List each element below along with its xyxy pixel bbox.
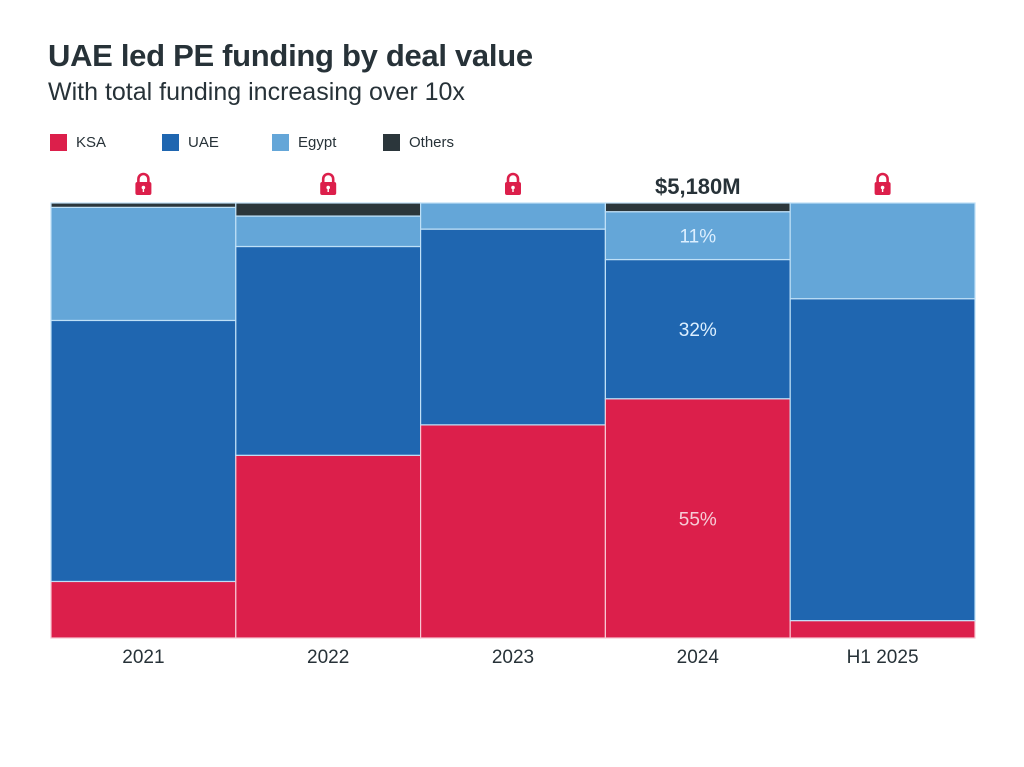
bar-segment-egypt-2023: [420, 202, 607, 230]
lock-icon[interactable]: [135, 172, 152, 195]
legend-item-uae: UAE: [162, 134, 272, 151]
x-tick-label: 2024: [677, 647, 720, 668]
data-label: 55%: [679, 509, 717, 530]
bar-segment-others-2024: [604, 202, 791, 213]
lock-keyhole: [880, 185, 885, 190]
bar-segment-others-2021: [50, 202, 237, 208]
chart-title: UAE led PE funding by deal value: [48, 38, 533, 73]
legend-item-egypt: Egypt: [272, 134, 383, 151]
legend-label: Egypt: [298, 134, 337, 151]
lock-keyhole: [511, 185, 515, 190]
x-tick-label: 2021: [122, 647, 164, 668]
legend-label: KSA: [76, 134, 107, 151]
x-tick-label: 2022: [307, 647, 349, 668]
legend-item-ksa: KSA: [50, 134, 162, 151]
legend-swatch-egypt: [272, 134, 289, 151]
bar-segment-egypt-h1-2025: [789, 202, 976, 300]
bar-segment-uae-2021: [50, 319, 237, 583]
x-tick-label: 2023: [492, 647, 534, 668]
lock-keyhole-slot: [881, 188, 884, 192]
lock-icon[interactable]: [874, 172, 891, 195]
bar-segment-ksa-2024: [604, 398, 791, 639]
legend-swatch-uae: [162, 134, 179, 151]
chart-subtitle: With total funding increasing over 10x: [48, 78, 465, 106]
bar-segment-egypt-2021: [50, 206, 237, 322]
lock-shackle: [321, 172, 335, 183]
lock-shackle: [876, 172, 889, 183]
lock-keyhole: [326, 185, 331, 190]
bar-segment-others-2022: [235, 202, 422, 217]
lock-keyhole-slot: [512, 188, 514, 192]
lock-keyhole: [141, 185, 146, 190]
lock-shackle: [506, 172, 520, 183]
lock-icon[interactable]: [320, 172, 337, 195]
lock-shackle: [137, 172, 150, 183]
bar-segment-uae-2022: [235, 245, 422, 456]
legend-label: Others: [409, 134, 455, 151]
total-value-label: $5,180M: [655, 174, 741, 199]
legend-label: UAE: [188, 134, 219, 151]
legend-item-others: Others: [383, 134, 454, 151]
data-label: 32%: [679, 320, 717, 341]
bar-segment-egypt-2022: [235, 215, 422, 248]
lock-keyhole-slot: [142, 188, 145, 192]
x-tick-label: H1 2025: [847, 647, 919, 668]
bar-segment-ksa-2021: [50, 580, 237, 639]
lock-keyhole-slot: [327, 188, 329, 192]
bar-segment-ksa-2023: [420, 424, 607, 639]
bar-segment-uae-2023: [420, 228, 607, 426]
data-label: 11%: [679, 227, 716, 248]
bar-segment-ksa-2022: [235, 454, 422, 639]
lock-icon[interactable]: [505, 172, 521, 195]
bar-segment-uae-h1-2025: [789, 298, 976, 622]
legend-swatch-others: [383, 134, 400, 151]
legend-swatch-ksa: [50, 134, 67, 151]
bar-segment-ksa-h1-2025: [789, 619, 976, 639]
bar-segment-uae-2024: [604, 258, 791, 400]
legend: KSA UAE Egypt Others: [50, 134, 454, 151]
bar-segment-egypt-2024: [604, 211, 791, 261]
